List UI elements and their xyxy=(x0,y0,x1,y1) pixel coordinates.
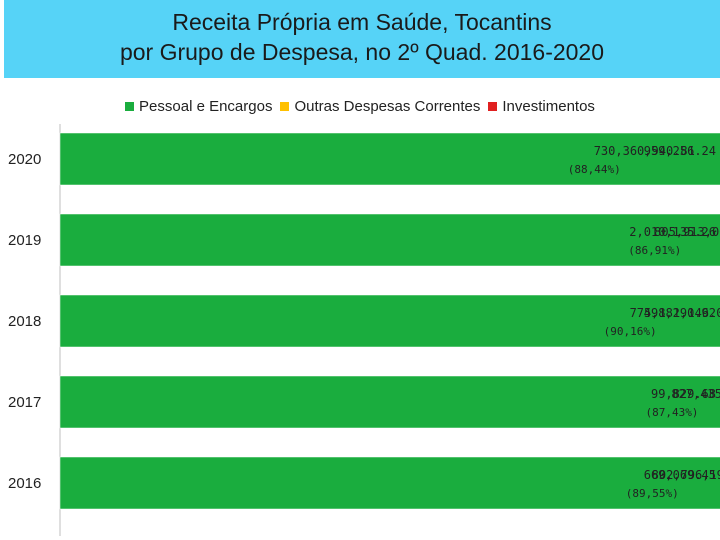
y-tick-label-2019: 2019 xyxy=(8,232,41,249)
legend-swatch-pessoal xyxy=(125,102,135,111)
bar-pessoal-2016 xyxy=(59,456,720,510)
percent-label-pessoal-2019: (86,91%) xyxy=(628,244,681,257)
legend-label-outras: Outras Despesas Correntes xyxy=(294,98,481,115)
chart-legend: Pessoal e Encargos Outras Despesas Corre… xyxy=(0,98,720,115)
y-tick-label-2017: 2017 xyxy=(8,394,41,411)
data-label-pessoal-2017: 827,435,512.18 xyxy=(671,387,720,401)
legend-swatch-outras xyxy=(280,102,290,111)
data-label-pessoal-2020: 730,360,940.81 xyxy=(594,144,695,158)
bar-pessoal-2017 xyxy=(59,375,720,429)
y-tick-label-2018: 2018 xyxy=(8,313,41,330)
data-label-invest-2017: 99,829.68 xyxy=(651,387,716,401)
legend-item-pessoal: Pessoal e Encargos xyxy=(125,98,272,115)
bar-pessoal-2019 xyxy=(59,213,720,267)
percent-label-pessoal-2018: (90,16%) xyxy=(604,325,657,338)
data-label-invest-2018: 498,290.92 xyxy=(644,306,716,320)
legend-item-outras: Outras Despesas Correntes xyxy=(280,98,480,115)
legend-label-pessoal: Pessoal e Encargos xyxy=(139,98,273,115)
y-tick-label-2016: 2016 xyxy=(8,475,41,492)
bar-pessoal-2018 xyxy=(59,294,720,348)
data-label-invest-2016: 669,069.45 xyxy=(644,468,716,482)
data-label-pessoal-2016: 802,796,192.59 xyxy=(652,468,720,482)
data-label-pessoal-2018: 775,181,146.03 xyxy=(630,306,720,320)
legend-label-invest: Investimentos xyxy=(502,98,595,115)
data-label-invest-2020: 959,256.24 xyxy=(644,144,716,158)
legend-item-invest: Investimentos xyxy=(488,98,595,115)
bar-pessoal-2020 xyxy=(59,132,720,186)
chart-title-line-1: Receita Própria em Saúde, Tocantins xyxy=(172,9,552,35)
percent-label-pessoal-2020: (88,44%) xyxy=(568,163,621,176)
chart-title: Receita Própria em Saúde, Tocantins por … xyxy=(4,0,720,78)
percent-label-pessoal-2016: (89,55%) xyxy=(626,487,679,500)
data-label-invest-2019: 2,010,135.26 xyxy=(629,225,716,239)
percent-label-pessoal-2017: (87,43%) xyxy=(645,406,698,419)
legend-swatch-invest xyxy=(488,102,498,111)
y-tick-label-2020: 2020 xyxy=(8,151,41,168)
chart-title-line-2: por Grupo de Despesa, no 2º Quad. 2016-2… xyxy=(119,39,605,65)
data-label-pessoal-2019: 805,913,068.95 xyxy=(654,225,720,239)
